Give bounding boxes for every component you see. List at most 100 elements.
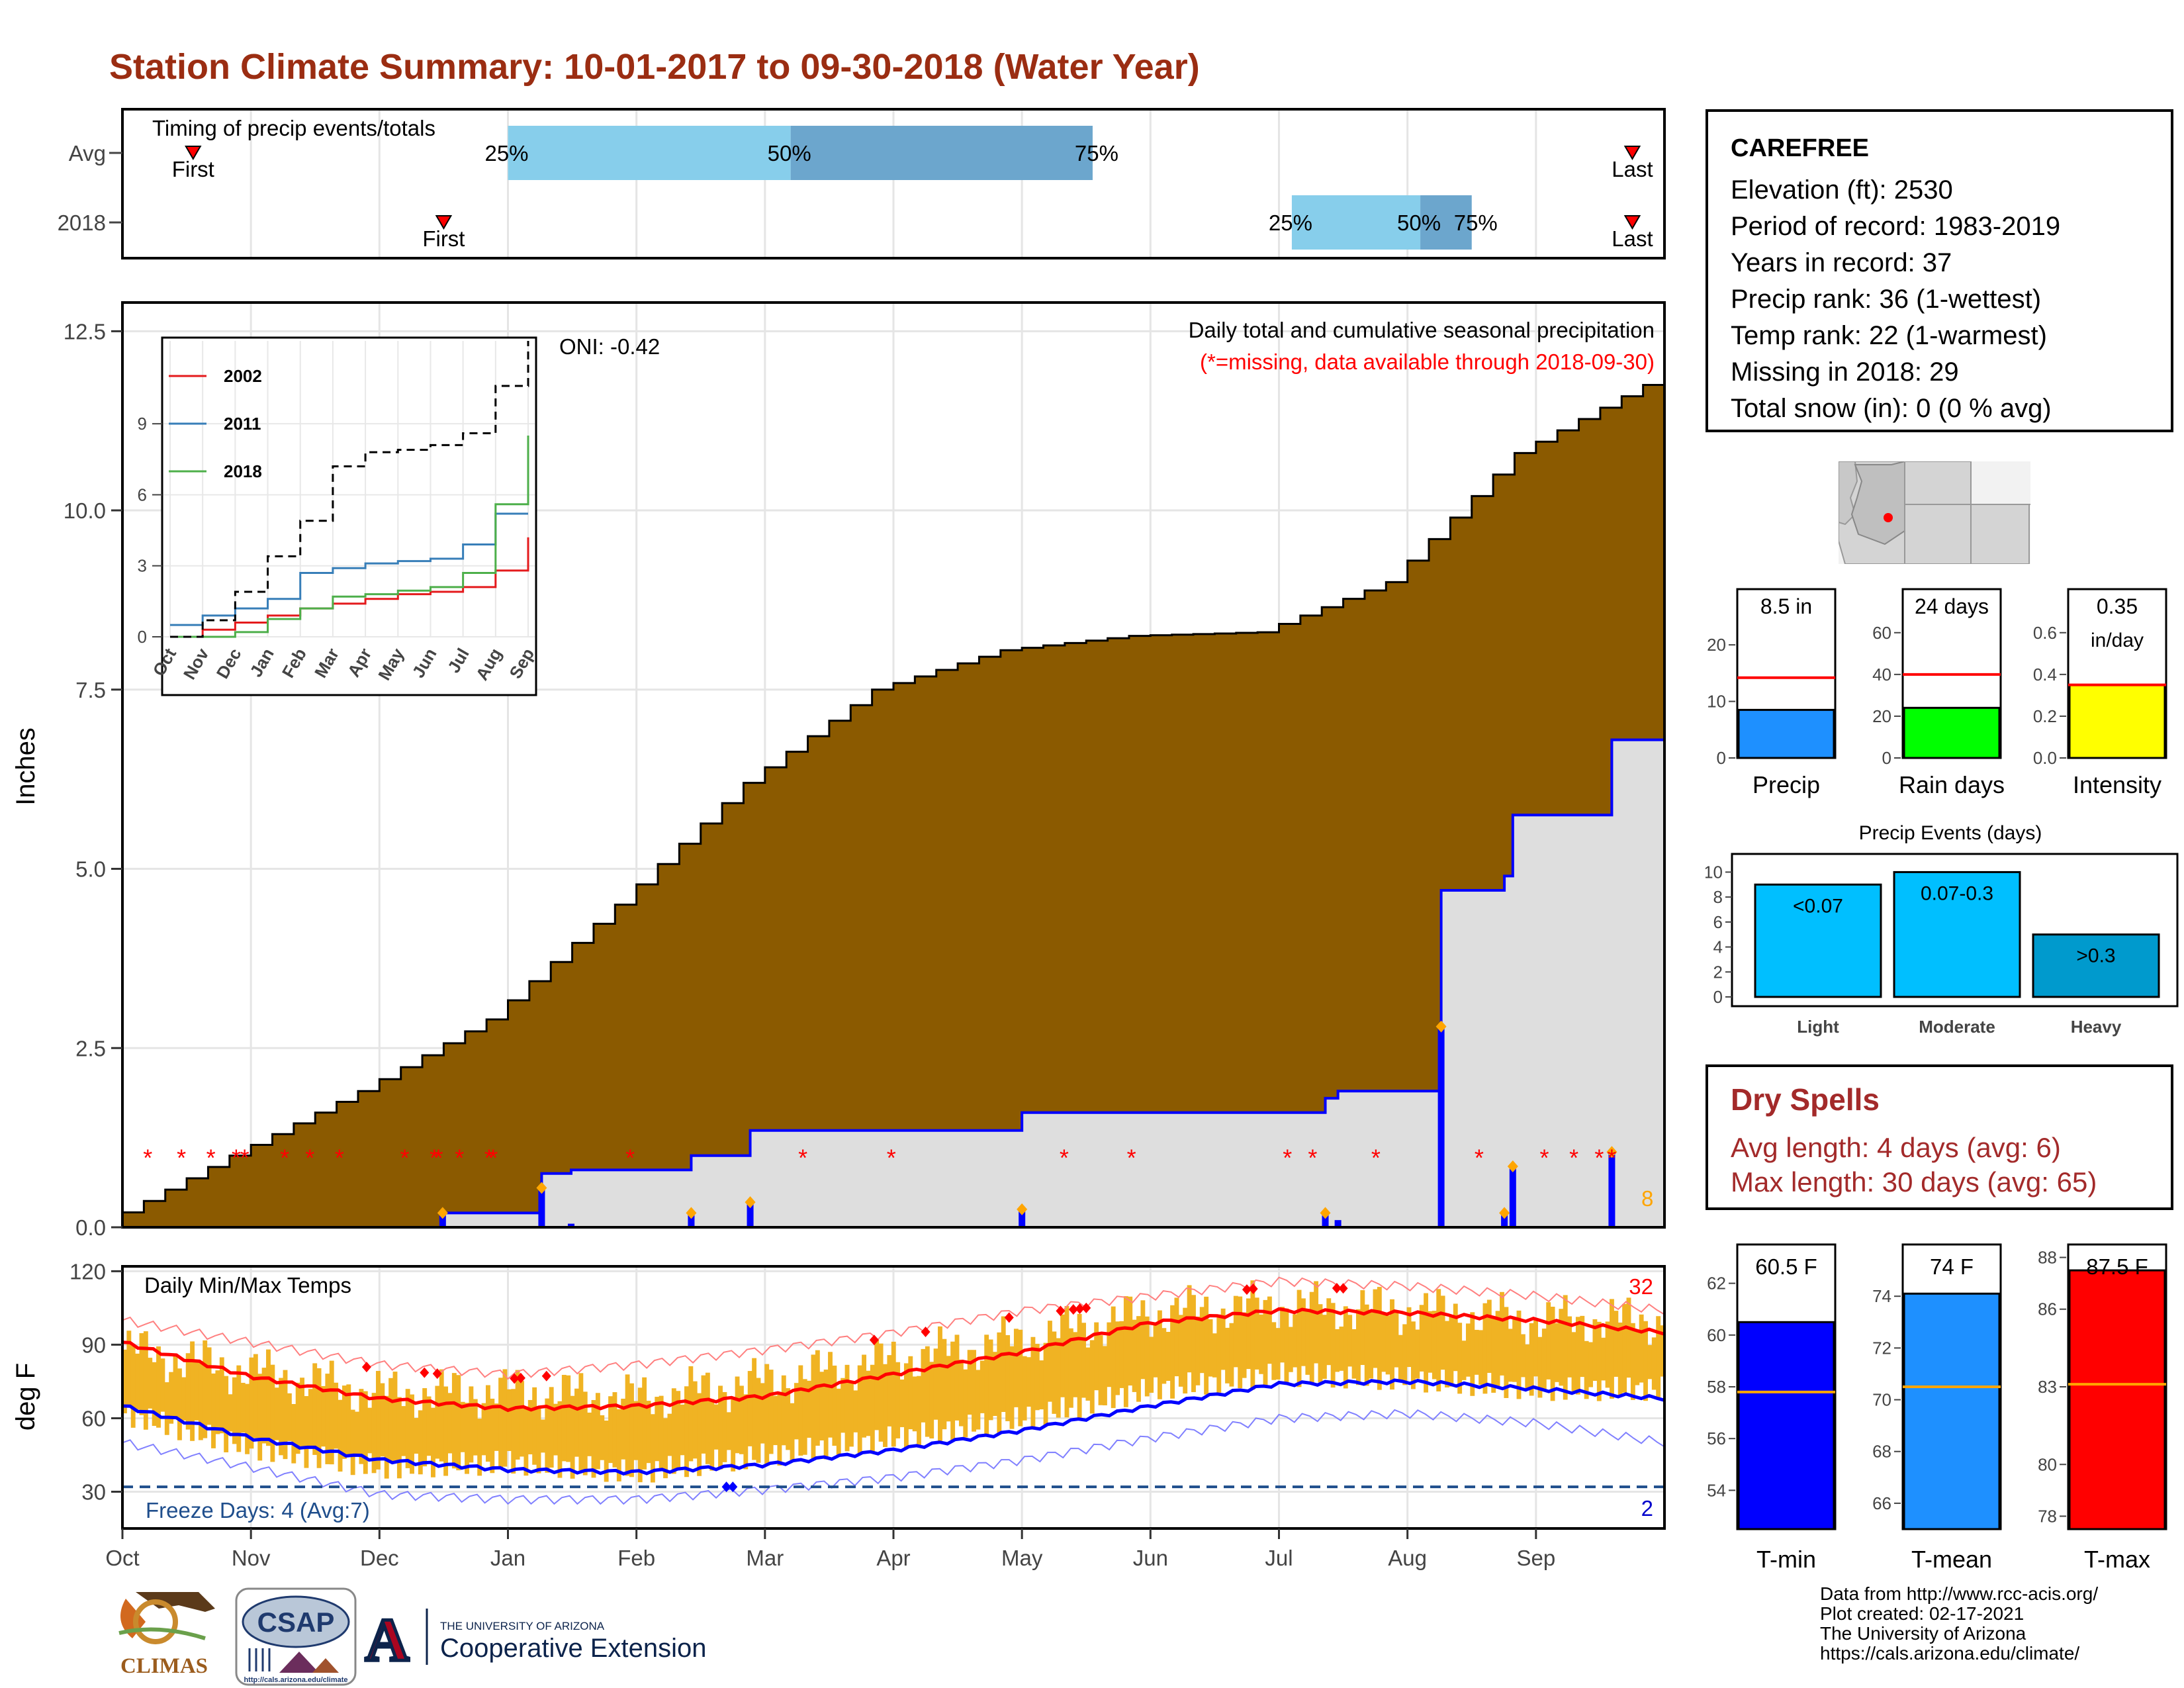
missing-marker: *: [433, 1145, 443, 1172]
timing-last-marker: [1623, 215, 1641, 230]
daily-temp-bar: [274, 1387, 279, 1440]
summary-raindays-tick-label: 40: [1872, 665, 1891, 684]
daily-temp-bar: [295, 1382, 300, 1454]
daily-temp-bar: [1592, 1319, 1598, 1382]
daily-temp-bar: [1500, 1291, 1504, 1376]
missing-marker: *: [335, 1145, 344, 1172]
daily-temp-bar: [1584, 1340, 1589, 1399]
daily-temp-bar: [979, 1360, 985, 1413]
daily-temp-bar: [1525, 1344, 1530, 1391]
summary-intensity-value-unit: in/day: [2091, 630, 2144, 651]
daily-temp-bar: [1094, 1322, 1099, 1391]
daily-temp-bar: [1373, 1289, 1378, 1368]
daily-temp-bar: [587, 1412, 592, 1456]
record-hot-marker: [1056, 1305, 1066, 1317]
daily-temp-bar: [376, 1370, 381, 1470]
summary-intensity-tick-label: 0.0: [2033, 748, 2057, 768]
summary-precip-label: Precip: [1752, 771, 1820, 798]
main-chart: 25% 50% 75% First Last 25% 50% 75% First Last Tim…: [11, 108, 1666, 1570]
page-title: Station Climate Summary: 10-01-2017 to 0…: [109, 47, 1200, 87]
daily-temp-bar: [1614, 1311, 1619, 1377]
precip-events-chart: Precip Events (days) 0 2 4 6 8 10 <0.07 Light 0.0…: [1706, 822, 2179, 1037]
timing-p75-label: 75%: [1454, 211, 1498, 235]
daily-temp-bar: [232, 1377, 237, 1444]
daily-temp-bar: [921, 1348, 926, 1423]
daily-temp-bar: [1165, 1332, 1171, 1382]
daily-precip-bars: [437, 1020, 1617, 1227]
daily-temp-bar: [1643, 1321, 1648, 1401]
missing-marker: *: [798, 1145, 807, 1172]
daily-temp-bar: [1656, 1316, 1661, 1397]
summary-raindays-tick-label: 60: [1872, 623, 1891, 643]
daily-temp-bar: [883, 1364, 887, 1447]
daily-temp-bar: [768, 1370, 774, 1454]
daily-temp-bar: [663, 1418, 668, 1479]
inset-legend: 2002 2011 2018: [169, 366, 262, 481]
temp-summary-tmin-tick-label: 56: [1707, 1429, 1726, 1448]
daily-temp-bar: [346, 1384, 351, 1456]
daily-temp-bar: [735, 1376, 740, 1454]
daily-temp-bar: [802, 1379, 807, 1455]
daily-temp-bar: [126, 1331, 132, 1405]
daily-temp-bar: [671, 1388, 676, 1474]
temp-y-axis: 30 60 90 120: [69, 1259, 122, 1504]
temp-summary-tmax-tick-label: 86: [2038, 1299, 2057, 1319]
daily-temp-bar: [253, 1354, 258, 1438]
missing-marker: *: [400, 1145, 410, 1172]
events-bar-label: 0.07-0.3: [1921, 882, 1993, 904]
temp-summary-tmean-tick-label: 68: [1872, 1442, 1891, 1462]
daily-temp-bar: [1005, 1335, 1011, 1421]
daily-temp-bar: [1267, 1296, 1272, 1364]
daily-temp-bar: [1246, 1298, 1251, 1370]
daily-temp-bar: [1013, 1329, 1019, 1407]
daily-temp-bar: [363, 1391, 368, 1474]
daily-temp-bar: [819, 1372, 825, 1441]
daily-temp-bar: [608, 1396, 613, 1464]
daily-temp-bar: [963, 1369, 968, 1438]
missing-marker: *: [177, 1145, 186, 1172]
daily-temp-bar: [1170, 1305, 1175, 1399]
missing-marker: *: [1594, 1145, 1604, 1172]
daily-temp-bar: [1605, 1321, 1610, 1388]
daily-temp-bar: [465, 1403, 469, 1474]
daily-precip-bar: [1608, 1152, 1615, 1227]
daily-temp-bar: [731, 1399, 736, 1472]
timing-bars: 25% 50% 75% First Last 25% 50% 75% First Last: [172, 126, 1653, 251]
missing-marker: *: [1127, 1145, 1136, 1172]
daily-temp-bar: [1364, 1304, 1369, 1386]
missing-marker: *: [280, 1145, 289, 1172]
record-hot-marker: [1332, 1282, 1342, 1293]
daily-temp-bar: [862, 1354, 867, 1438]
daily-temp-bar: [139, 1333, 144, 1415]
daily-temp-bar: [1204, 1296, 1209, 1395]
missing-marker: *: [484, 1145, 494, 1172]
daily-temp-bar: [545, 1398, 550, 1473]
daily-temp-bar: [1259, 1314, 1264, 1374]
precip-y-tick-label: 7.5: [75, 678, 106, 702]
missing-marker: *: [206, 1145, 216, 1172]
daily-temp-bar: [625, 1374, 630, 1476]
daily-temp-bar: [1178, 1315, 1183, 1387]
daily-temp-bar: [456, 1375, 461, 1471]
daily-temp-bar: [515, 1370, 520, 1460]
daily-temp-bar: [156, 1346, 161, 1428]
daily-temp-bar: [950, 1341, 956, 1442]
daily-temp-bar: [798, 1365, 803, 1456]
daily-temp-bar: [1280, 1307, 1285, 1363]
daily-temp-bar: [1630, 1323, 1635, 1400]
daily-temp-bar: [1220, 1308, 1226, 1370]
temp-summary-tmax-tick-label: 88: [2038, 1248, 2057, 1268]
summary-intensity-tick-label: 0.4: [2033, 665, 2057, 684]
daily-temp-bar: [1479, 1330, 1484, 1385]
temp-summary-tmean-label: T-mean: [1911, 1546, 1992, 1573]
inset-y-tick-label: 3: [138, 556, 147, 576]
credits: Data from http://www.rcc-acis.org/ Plot …: [1820, 1584, 2098, 1664]
daily-temp-bar: [396, 1397, 402, 1479]
daily-temp-bar: [1563, 1295, 1568, 1400]
missing-marker: *: [1283, 1145, 1292, 1172]
daily-temp-bar: [1326, 1298, 1332, 1366]
daily-temp-bar: [477, 1419, 482, 1476]
station-name: CAREFREE: [1731, 134, 1870, 162]
daily-temp-bar: [1102, 1346, 1107, 1405]
daily-temp-bar: [841, 1378, 846, 1433]
